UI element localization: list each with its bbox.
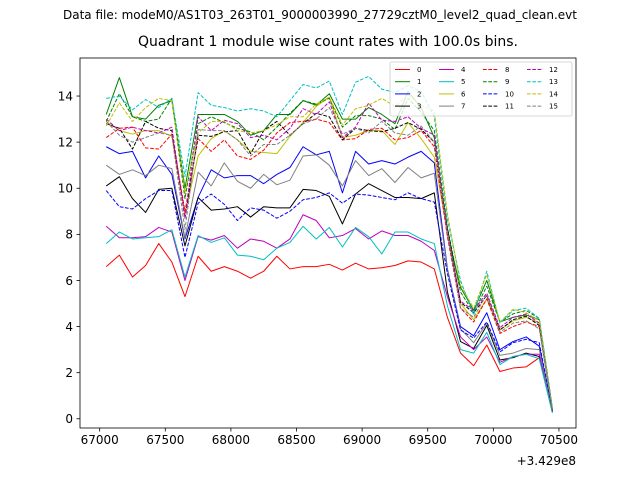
series-line-14 xyxy=(105,94,553,410)
series-line-12 xyxy=(105,101,553,410)
y-tick-label: 4 xyxy=(65,320,73,334)
series-line-7 xyxy=(105,154,553,411)
legend-label-15: 15 xyxy=(549,103,558,111)
series-line-8 xyxy=(105,118,553,410)
series-layer xyxy=(105,75,553,414)
y-tick-label: 6 xyxy=(65,274,73,288)
x-offset-label: +3.429e8 xyxy=(517,454,576,468)
series-line-5 xyxy=(105,225,553,414)
x-tick-label: 70000 xyxy=(474,433,512,447)
series-line-1 xyxy=(105,77,553,409)
legend-label-7: 7 xyxy=(461,103,465,111)
legend-label-6: 6 xyxy=(461,90,466,98)
y-tick-label: 12 xyxy=(58,135,73,149)
legend-label-10: 10 xyxy=(505,90,514,98)
y-tick-label: 0 xyxy=(65,412,73,426)
legend-label-1: 1 xyxy=(417,78,421,86)
series-line-15 xyxy=(105,107,553,410)
legend-box xyxy=(389,61,573,117)
series-line-13 xyxy=(106,75,553,409)
legend-label-2: 2 xyxy=(417,90,421,98)
legend-label-8: 8 xyxy=(505,66,509,74)
series-line-4 xyxy=(105,214,553,412)
x-tick-label: 69500 xyxy=(409,433,447,447)
legend-label-13: 13 xyxy=(549,78,558,86)
x-tick-label: 67000 xyxy=(81,433,119,447)
legend-label-9: 9 xyxy=(505,78,509,86)
axes-layer: 67000 67500 68000 68500 69000 69500 70000 70500… xyxy=(58,57,578,468)
series-line-10 xyxy=(105,190,553,411)
figure-suptitle: Data file: modeM0/AS1T03_263T01_90000039… xyxy=(63,8,577,22)
x-tick-label: 68000 xyxy=(212,433,250,447)
series-line-2 xyxy=(106,146,553,411)
legend-label-11: 11 xyxy=(505,103,514,111)
series-line-0 xyxy=(105,243,553,412)
legend-label-4: 4 xyxy=(461,66,466,74)
legend-label-3: 3 xyxy=(417,103,421,111)
series-line-3 xyxy=(105,176,553,412)
x-tick-label: 69000 xyxy=(343,433,381,447)
legend-label-0: 0 xyxy=(417,66,421,74)
x-tick-label: 68500 xyxy=(277,433,315,447)
y-tick-label: 8 xyxy=(65,228,73,242)
series-line-11 xyxy=(106,112,553,410)
y-tick-label: 14 xyxy=(58,89,73,103)
legend-label-12: 12 xyxy=(549,66,558,74)
x-tick-label: 67500 xyxy=(146,433,184,447)
x-tick-label: 70500 xyxy=(540,433,578,447)
axes-frame xyxy=(79,57,577,429)
legend-label-14: 14 xyxy=(549,90,558,98)
y-tick-label: 2 xyxy=(65,366,73,380)
chart-title: Quadrant 1 module wise count rates with … xyxy=(138,34,518,50)
legend-label-5: 5 xyxy=(461,78,465,86)
y-tick-label: 10 xyxy=(58,182,73,196)
